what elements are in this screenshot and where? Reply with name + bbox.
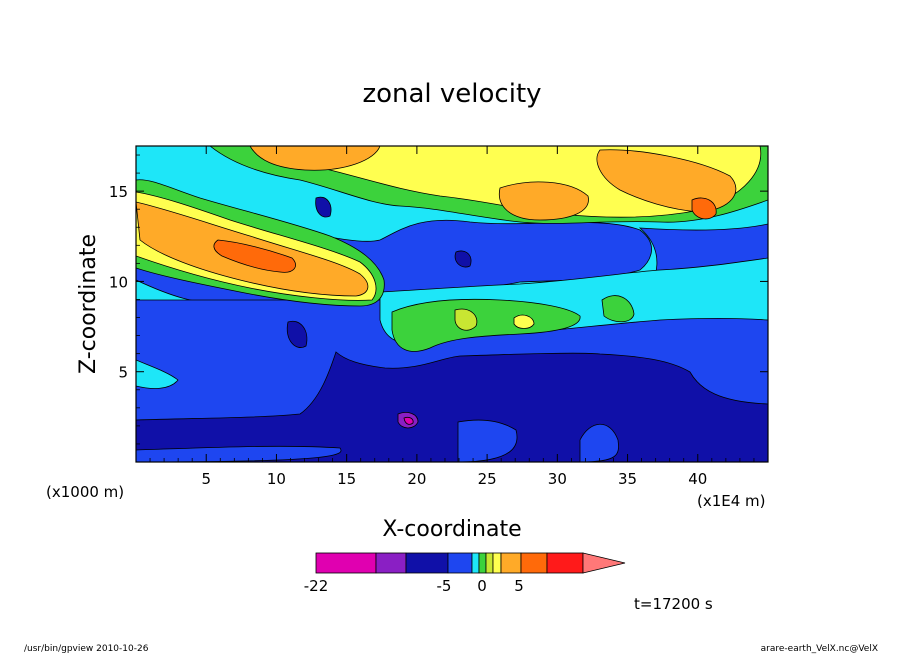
colorbar-segment [547,553,583,573]
colorbar-tick-label: -5 [437,577,452,595]
colorbar-segment [316,553,376,573]
colorbar-segment [521,553,547,573]
footer-left: /usr/bin/gpview 2010-10-26 [24,644,149,654]
colorbar-segment [376,553,406,573]
x-axis-label: X-coordinate [382,517,521,542]
x-unit-right: (x1E4 m) [697,492,766,510]
colorbar-extend-arrow [583,553,625,573]
colorbar-segment [486,553,493,573]
x-tick-label: 20 [407,470,426,488]
colorbar-segment [406,553,448,573]
colorbar-segment [479,553,486,573]
y-axis-label: Z-coordinate [76,234,101,374]
colorbar-tick-label: 0 [477,577,487,595]
y-tick-label: 15 [109,183,128,201]
colorbar-tick-label: 5 [514,577,524,595]
x-tick-label: 10 [267,470,286,488]
chart-title: zonal velocity [362,79,541,109]
x-tick-label: 25 [478,470,497,488]
y-tick-label: 5 [118,364,128,382]
colorbar-tick-label: -22 [304,577,329,595]
x-tick-label: 5 [201,470,211,488]
colorbar-segment [448,553,472,573]
y-tick-label: 10 [109,273,128,291]
contour-field [136,146,768,462]
colorbar-segment [501,553,521,573]
x-tick-label: 35 [618,470,637,488]
colorbar [316,553,625,573]
x-tick-label: 40 [688,470,707,488]
footer-right: arare-earth_VelX.nc@VelX [761,644,878,654]
colorbar-segment [472,553,479,573]
colorbar-tick-labels: -22 -5 0 5 [304,577,524,595]
colorbar-segment [493,553,501,573]
time-annotation: t=17200 s [634,595,713,613]
x-tick-label: 30 [548,470,567,488]
x-unit-left: (x1000 m) [46,483,124,501]
x-tick-label: 15 [337,470,356,488]
